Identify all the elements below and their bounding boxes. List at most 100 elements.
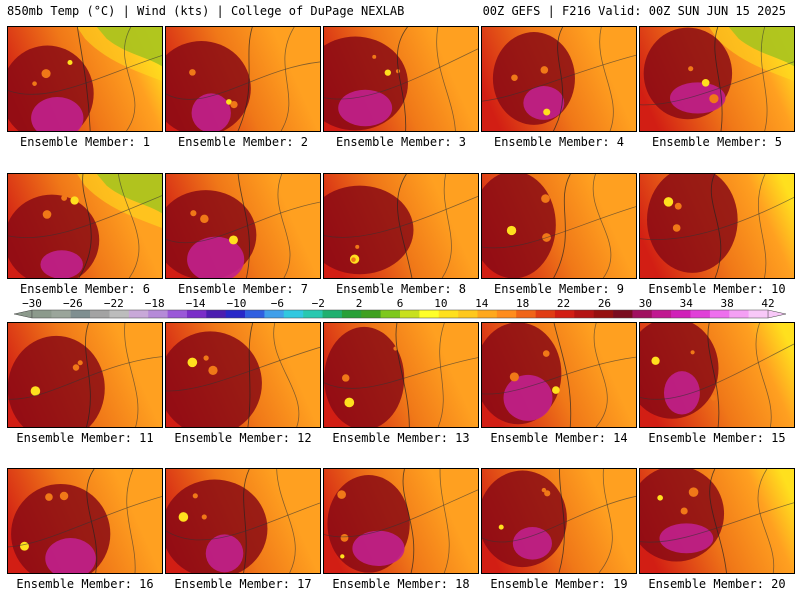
colorbar-swatch: [593, 310, 614, 318]
ensemble-member-label: Ensemble Member: 12: [174, 431, 312, 445]
colorbar-swatch: [458, 310, 478, 318]
colorbar-swatch: [128, 310, 149, 318]
ensemble-member-label: Ensemble Member: 5: [651, 135, 783, 149]
colorbar-tick-label: 26: [598, 298, 611, 310]
ensemble-member-label: Ensemble Member: 9: [493, 282, 625, 296]
ensemble-member-map: [165, 173, 321, 279]
colorbar-tick-label: 34: [680, 298, 694, 310]
ensemble-member-map: [7, 26, 163, 132]
colorbar-tick-label: −2: [312, 298, 325, 310]
colorbar-swatch: [516, 310, 536, 318]
colorbar-tick-label: −26: [63, 298, 83, 310]
ensemble-member-label: Ensemble Member: 1: [19, 135, 151, 149]
colorbar-tick-label: 14: [475, 298, 489, 310]
temperature-colorbar: −30 −26 −22 −18 −14 −10 −6 −2 2 6 10 14 18 22 26 30 34 38…: [13, 298, 787, 319]
ensemble-member-label: Ensemble Member: 17: [174, 577, 312, 591]
ensemble-member-label: Ensemble Member: 11: [16, 431, 154, 445]
ensemble-member-label: Ensemble Member: 2: [177, 135, 309, 149]
colorbar-swatch: [613, 310, 633, 318]
ensemble-member-label: Ensemble Member: 15: [648, 431, 786, 445]
ensemble-member-label: Ensemble Member: 6: [19, 282, 151, 296]
ensemble-member-label: Ensemble Member: 3: [335, 135, 467, 149]
ensemble-member-label: Ensemble Member: 16: [16, 577, 154, 591]
ensemble-member-map: [481, 468, 637, 574]
colorbar-swatch: [438, 310, 459, 318]
colorbar-swatch: [51, 310, 72, 318]
colorbar-swatch: [283, 310, 304, 318]
colorbar-swatch: [748, 310, 769, 318]
ensemble-member-map: [165, 322, 321, 428]
map-title: 850mb Temp (°C) | Wind (kts) | College o…: [7, 4, 405, 18]
ensemble-member-map: [7, 173, 163, 279]
ensemble-member-label: Ensemble Member: 10: [648, 282, 786, 296]
ensemble-member-map: [639, 26, 795, 132]
colorbar-swatch: [225, 310, 246, 318]
ensemble-member-label: Ensemble Member: 13: [332, 431, 470, 445]
colorbar-tick-label: −14: [186, 298, 206, 310]
ensemble-member-label: Ensemble Member: 18: [332, 577, 470, 591]
run-valid-time: 00Z GEFS | F216 Valid: 00Z SUN JUN 15 20…: [482, 4, 786, 18]
colorbar-tick-label: −22: [104, 298, 124, 310]
ensemble-member-label: Ensemble Member: 7: [177, 282, 309, 296]
colorbar-swatch: [690, 310, 711, 318]
colorbar-swatch: [264, 310, 285, 318]
colorbar-swatch: [90, 310, 110, 318]
ensemble-member-map: [7, 322, 163, 428]
colorbar-swatch: [671, 310, 691, 318]
colorbar-swatch: [186, 310, 207, 318]
colorbar-swatch: [303, 310, 323, 318]
colorbar-swatch: [574, 310, 594, 318]
colorbar-swatch: [167, 310, 188, 318]
colorbar-left-arrow: [13, 309, 33, 319]
colorbar-swatch: [32, 310, 52, 318]
colorbar-swatch: [380, 310, 401, 318]
colorbar-tick-label: −30: [22, 298, 42, 310]
ensemble-member-map: [165, 468, 321, 574]
ensemble-member-label: Ensemble Member: 14: [490, 431, 628, 445]
colorbar-tick-label: 42: [761, 298, 774, 310]
ensemble-member-map: [165, 26, 321, 132]
colorbar-swatch: [419, 310, 440, 318]
colorbar-swatch: [341, 310, 362, 318]
colorbar-tick-label: 18: [516, 298, 529, 310]
colorbar-swatch: [109, 310, 130, 318]
ensemble-member-map: [639, 468, 795, 574]
colorbar-right-arrow: [767, 309, 787, 319]
ensemble-member-map: [323, 468, 479, 574]
ensemble-member-map: [323, 173, 479, 279]
colorbar-swatch: [477, 310, 498, 318]
colorbar-swatch: [322, 310, 343, 318]
ensemble-member-map: [639, 322, 795, 428]
colorbar-swatch: [729, 310, 749, 318]
ensemble-member-label: Ensemble Member: 19: [490, 577, 628, 591]
colorbar-swatch: [651, 310, 672, 318]
colorbar-swatch: [70, 310, 91, 318]
colorbar-swatch: [496, 310, 517, 318]
colorbar-tick-label: 38: [720, 298, 733, 310]
colorbar-tick-label: −6: [271, 298, 284, 310]
ensemble-member-map: [639, 173, 795, 279]
colorbar-swatch: [361, 310, 381, 318]
colorbar-swatch: [554, 310, 575, 318]
colorbar-swatch: [535, 310, 556, 318]
colorbar-swatch: [206, 310, 226, 318]
colorbar-swatch: [632, 310, 653, 318]
ensemble-member-label: Ensemble Member: 20: [648, 577, 786, 591]
colorbar-swatch: [245, 310, 265, 318]
colorbar-tick-label: −10: [227, 298, 247, 310]
colorbar-tick-label: 30: [639, 298, 652, 310]
ensemble-member-map: [481, 173, 637, 279]
colorbar-tick-label: 6: [397, 298, 404, 310]
ensemble-member-map: [7, 468, 163, 574]
colorbar-swatch: [709, 310, 730, 318]
colorbar-tick-label: 10: [434, 298, 447, 310]
ensemble-member-label: Ensemble Member: 4: [493, 135, 625, 149]
colorbar-tick-label: 22: [557, 298, 570, 310]
colorbar-frame: [31, 309, 769, 319]
ensemble-member-map: [481, 322, 637, 428]
colorbar-swatch: [400, 310, 420, 318]
colorbar-tick-label: 2: [356, 298, 363, 310]
ensemble-member-map: [481, 26, 637, 132]
colorbar-swatch: [148, 310, 168, 318]
ensemble-member-label: Ensemble Member: 8: [335, 282, 467, 296]
